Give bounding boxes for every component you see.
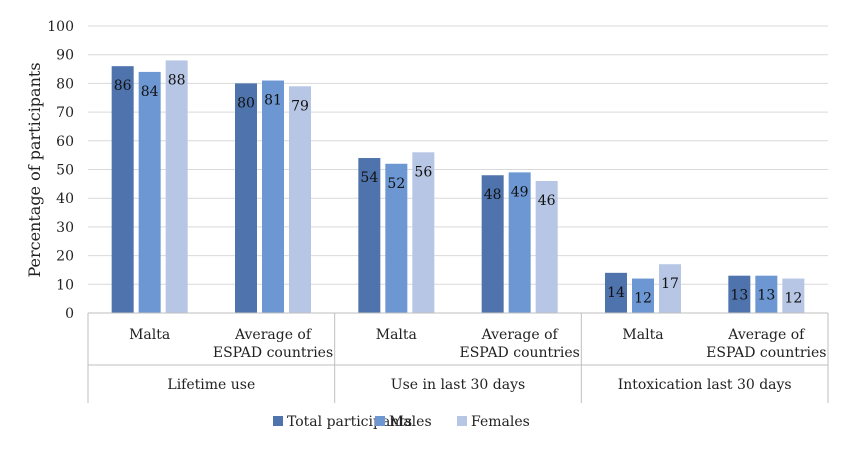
group-label: Intoxication last 30 days (618, 377, 792, 393)
data-label: 48 (484, 187, 502, 203)
x-tick-label: Average of ESPAD countries (706, 327, 826, 361)
y-tick-label: 0 (65, 306, 74, 322)
gridlines (88, 25, 828, 314)
y-axis-label: Percentage of participants (25, 62, 44, 277)
data-label: 86 (114, 78, 132, 94)
bar (632, 278, 654, 313)
y-tick-label: 90 (56, 48, 74, 64)
x-tick-label: Average of ESPAD countries (213, 327, 333, 361)
legend-label: Females (471, 414, 530, 430)
data-label: 88 (168, 72, 186, 88)
data-label: 17 (661, 276, 679, 292)
y-tick-label: 40 (56, 191, 74, 207)
y-tick-label: 80 (56, 76, 74, 92)
x-tick-label: Average of ESPAD countries (460, 327, 580, 361)
legend-swatch (375, 416, 385, 426)
data-label: 14 (607, 285, 625, 301)
data-label: 56 (414, 164, 432, 180)
y-tick-label: 50 (56, 163, 74, 179)
group-label: Lifetime use (167, 377, 255, 393)
x-tick-label: Malta (622, 327, 663, 343)
data-label: 80 (237, 95, 255, 111)
y-tick-label: 30 (56, 220, 74, 236)
x-tick-label: Malta (376, 327, 417, 343)
x-axis: Malta Average of ESPAD countries Malta Avera… (87, 312, 829, 403)
bar (728, 275, 751, 313)
x-tick-label: Malta (129, 327, 170, 343)
y-tick-label: 10 (56, 277, 74, 293)
bar (138, 71, 161, 313)
data-label: 81 (264, 93, 282, 109)
bar (358, 158, 381, 313)
y-tick-label: 20 (56, 249, 74, 265)
bar (481, 175, 504, 313)
data-label: 84 (141, 84, 159, 100)
data-label: 49 (511, 184, 529, 200)
y-tick-label: 60 (56, 134, 74, 150)
y-tick-label: 70 (56, 105, 74, 121)
data-label: 79 (291, 98, 309, 114)
bar (412, 152, 435, 313)
bar (535, 180, 558, 313)
bars (111, 60, 805, 314)
data-labels: 86 84 88 80 81 79 54 52 56 48 49 46 14 12 17 13 13 12 (114, 72, 802, 306)
bar (262, 80, 284, 313)
bar (385, 163, 408, 313)
data-label: 54 (360, 170, 378, 186)
bar (289, 86, 311, 314)
y-tick-label: 100 (47, 19, 74, 35)
data-label: 52 (387, 176, 405, 192)
bar (508, 172, 531, 313)
bar (605, 272, 627, 313)
bar (782, 278, 805, 313)
bar (235, 83, 257, 314)
bar (165, 60, 188, 313)
data-label: 12 (634, 291, 652, 307)
data-label: 46 (538, 193, 556, 209)
legend-swatch (273, 416, 283, 426)
y-axis-ticks: 0 10 20 30 40 50 60 70 80 90 100 (47, 19, 74, 322)
data-label: 13 (730, 288, 748, 304)
bar (755, 275, 778, 313)
bar (111, 66, 134, 314)
legend-label: Males (389, 414, 432, 430)
bar (659, 264, 681, 313)
data-label: 13 (757, 288, 775, 304)
data-label: 12 (784, 291, 802, 307)
group-label: Use in last 30 days (391, 377, 525, 393)
legend-swatch (457, 416, 467, 426)
